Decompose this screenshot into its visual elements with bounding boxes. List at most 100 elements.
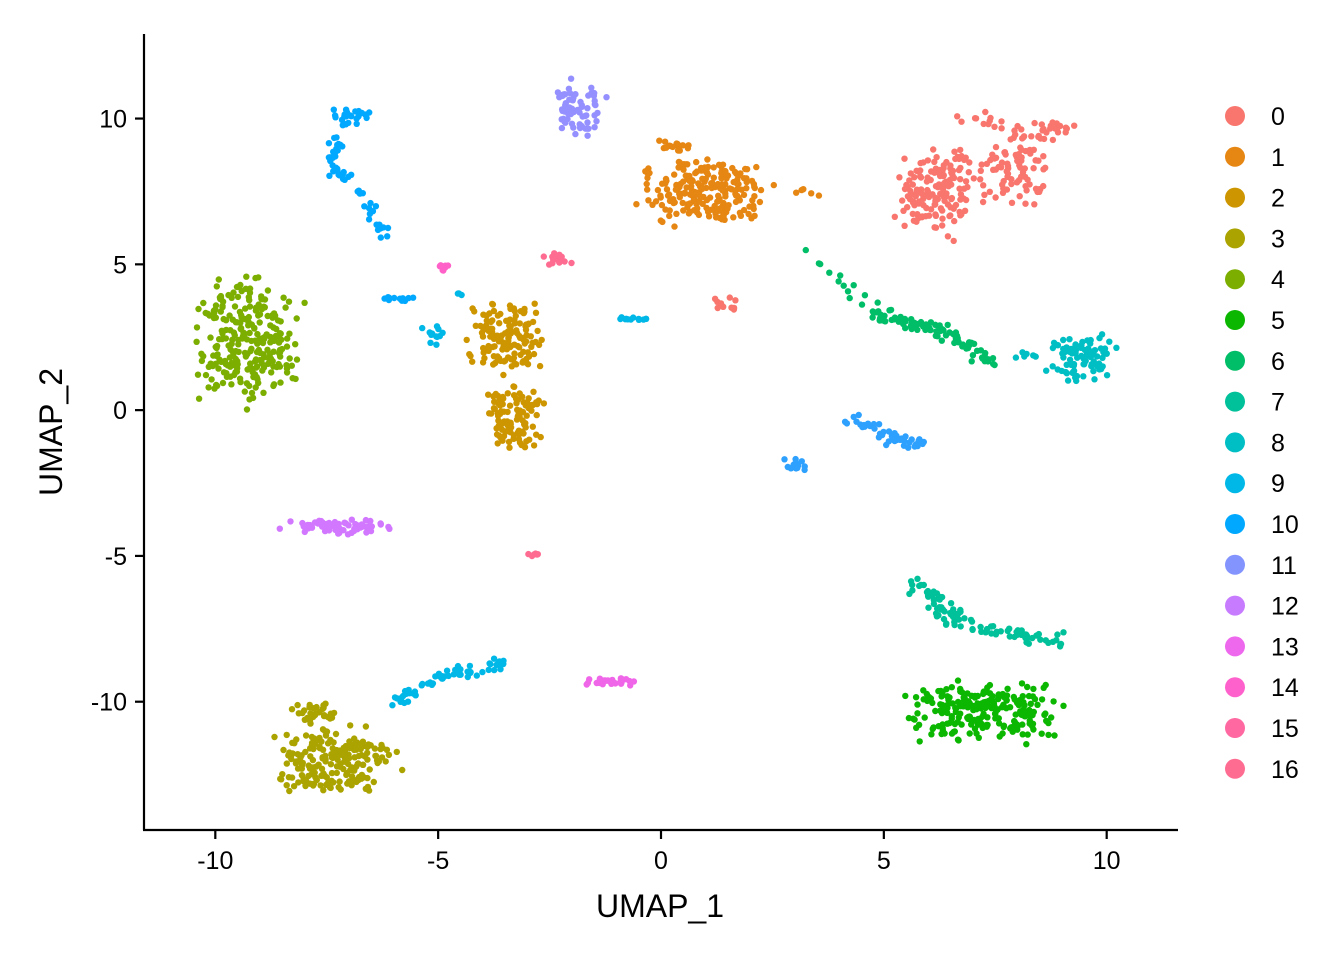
cluster-9-point	[490, 655, 498, 662]
cluster-4-point	[254, 337, 261, 344]
cluster-1-point	[670, 199, 677, 207]
cluster-5-point	[1002, 693, 1009, 700]
cluster-11-point	[898, 435, 905, 442]
cluster-11-point	[798, 458, 805, 465]
cluster-5-point	[1000, 723, 1007, 731]
cluster-7-point	[982, 629, 989, 636]
cluster-10-point	[365, 216, 373, 223]
cluster-2-point	[522, 321, 530, 328]
cluster-10-point	[339, 170, 346, 178]
cluster-7-point	[1033, 632, 1040, 639]
cluster-5-point	[975, 715, 982, 723]
cluster-14-point	[622, 676, 630, 683]
cluster-8-point	[1049, 363, 1056, 370]
cluster-2-point	[500, 371, 507, 379]
cluster-3-point	[370, 778, 377, 786]
cluster-2-point	[497, 335, 504, 342]
cluster-2-point	[531, 300, 538, 307]
cluster-12-points	[554, 75, 610, 139]
cluster-0-point	[940, 172, 947, 180]
cluster-9-point	[389, 702, 396, 709]
cluster-9-point	[433, 341, 440, 348]
cluster-2-point	[481, 347, 488, 354]
cluster-2-point	[483, 326, 490, 333]
cluster-1-point	[808, 190, 815, 197]
cluster-5-point	[1006, 704, 1014, 711]
cluster-3-point	[378, 754, 386, 761]
cluster-2-point	[488, 328, 496, 336]
cluster-13-point	[300, 523, 307, 530]
cluster-4-point	[280, 294, 287, 301]
cluster-11-point	[855, 411, 862, 419]
cluster-0-point	[1049, 136, 1057, 144]
cluster-3-point	[366, 766, 373, 773]
cluster-2-point	[489, 300, 496, 308]
cluster-3-point	[288, 706, 296, 713]
cluster-9-point	[424, 680, 432, 687]
cluster-3-point	[312, 710, 319, 717]
legend-swatch	[1225, 269, 1245, 290]
cluster-8-points	[1012, 331, 1120, 385]
cluster-3-point	[347, 740, 354, 747]
cluster-0-point	[998, 125, 1005, 132]
cluster-3-point	[383, 746, 391, 753]
cluster-0-point	[1039, 127, 1046, 134]
cluster-2-point	[516, 390, 523, 397]
cluster-3-point	[351, 767, 358, 774]
legend-label: 0	[1271, 103, 1285, 131]
cluster-0-point	[896, 174, 903, 181]
cluster-12-point	[567, 75, 575, 82]
cluster-16-points	[525, 250, 575, 560]
cluster-0-point	[977, 167, 984, 174]
cluster-1-point	[724, 205, 731, 212]
cluster-0-point	[957, 176, 964, 183]
cluster-10-point	[377, 234, 384, 241]
cluster-3-point	[385, 751, 393, 759]
cluster-11-point	[792, 455, 799, 463]
cluster-4-point	[222, 335, 230, 342]
y-tick-label: -5	[105, 543, 127, 571]
cluster-3-point	[362, 723, 370, 730]
cluster-1-point	[710, 174, 717, 181]
cluster-5-point	[921, 714, 928, 721]
cluster-10-point	[353, 115, 360, 122]
legend-item-13: 13	[1225, 633, 1299, 661]
cluster-10-point	[337, 141, 344, 148]
legend-label: 6	[1271, 348, 1285, 376]
cluster-5-point	[995, 720, 1003, 727]
cluster-4-point	[239, 333, 247, 340]
cluster-0-point	[982, 108, 989, 116]
cluster-0-point	[899, 197, 906, 204]
cluster-5-point	[1060, 702, 1067, 709]
cluster-5-point	[948, 730, 956, 737]
cluster-2-point	[519, 334, 526, 342]
cluster-10-point	[369, 208, 377, 215]
cluster-4-point	[230, 289, 237, 296]
cluster-1-point	[646, 169, 653, 177]
cluster-2-point	[493, 425, 500, 432]
cluster-5-point	[914, 701, 921, 708]
cluster-0-point	[917, 174, 925, 181]
cluster-0-point	[917, 159, 924, 167]
cluster-0-point	[1047, 122, 1055, 129]
cluster-13-point	[319, 523, 326, 530]
cluster-9-point	[500, 657, 507, 664]
cluster-1-point	[656, 137, 663, 144]
cluster-0-point	[1001, 149, 1009, 156]
cluster-3-point	[399, 766, 406, 774]
cluster-2-point	[516, 344, 523, 351]
cluster-10-point	[399, 295, 406, 302]
cluster-5-point	[1034, 701, 1041, 708]
cluster-5-point	[1048, 714, 1055, 721]
cluster-4-point	[245, 313, 252, 321]
cluster-3-point	[336, 763, 344, 770]
cluster-6-point	[991, 361, 998, 369]
cluster-4-point	[222, 317, 230, 324]
cluster-3-point	[286, 787, 293, 795]
cluster-0-point	[711, 295, 719, 302]
cluster-12-point	[583, 125, 590, 132]
cluster-8-point	[1072, 342, 1079, 349]
cluster-2-point	[533, 411, 540, 419]
cluster-12-point	[591, 124, 598, 131]
legend-item-7: 7	[1225, 389, 1285, 417]
